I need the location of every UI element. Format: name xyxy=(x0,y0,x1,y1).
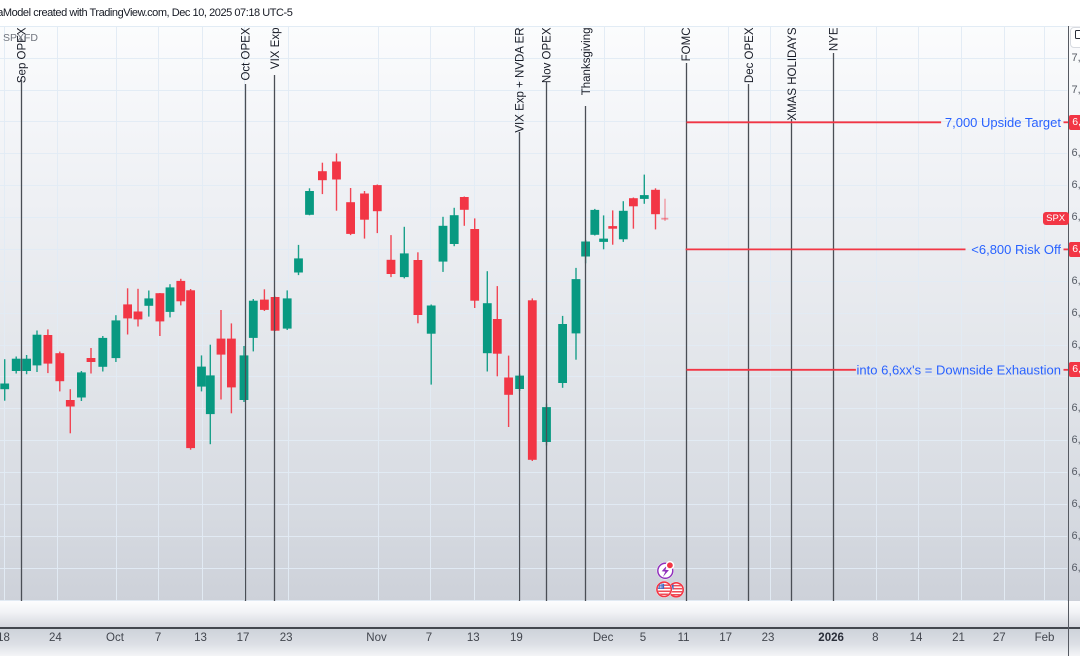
svg-text:VIX Exp: VIX Exp xyxy=(270,28,282,70)
svg-text:into 6,6xx's = Downside Exhaus: into 6,6xx's = Downside Exhaustion xyxy=(857,362,1061,377)
svg-text:Oct OPEX: Oct OPEX xyxy=(240,27,252,80)
svg-text:NYE: NYE xyxy=(829,27,841,51)
svg-text:7,000 Upside Target: 7,000 Upside Target xyxy=(945,115,1062,130)
svg-text:VIX Exp + NVDA ER: VIX Exp + NVDA ER xyxy=(515,28,527,133)
svg-text:Thanksgiving: Thanksgiving xyxy=(581,28,593,96)
svg-text:Sep OPEX: Sep OPEX xyxy=(17,27,29,83)
svg-text:FOMC: FOMC xyxy=(681,28,693,62)
svg-text:<6,800 Risk Off: <6,800 Risk Off xyxy=(971,242,1061,257)
svg-text:Dec OPEX: Dec OPEX xyxy=(744,27,756,83)
svg-text:XMAS HOLIDAYS: XMAS HOLIDAYS xyxy=(787,27,799,120)
svg-text:Nov OPEX: Nov OPEX xyxy=(541,27,553,83)
